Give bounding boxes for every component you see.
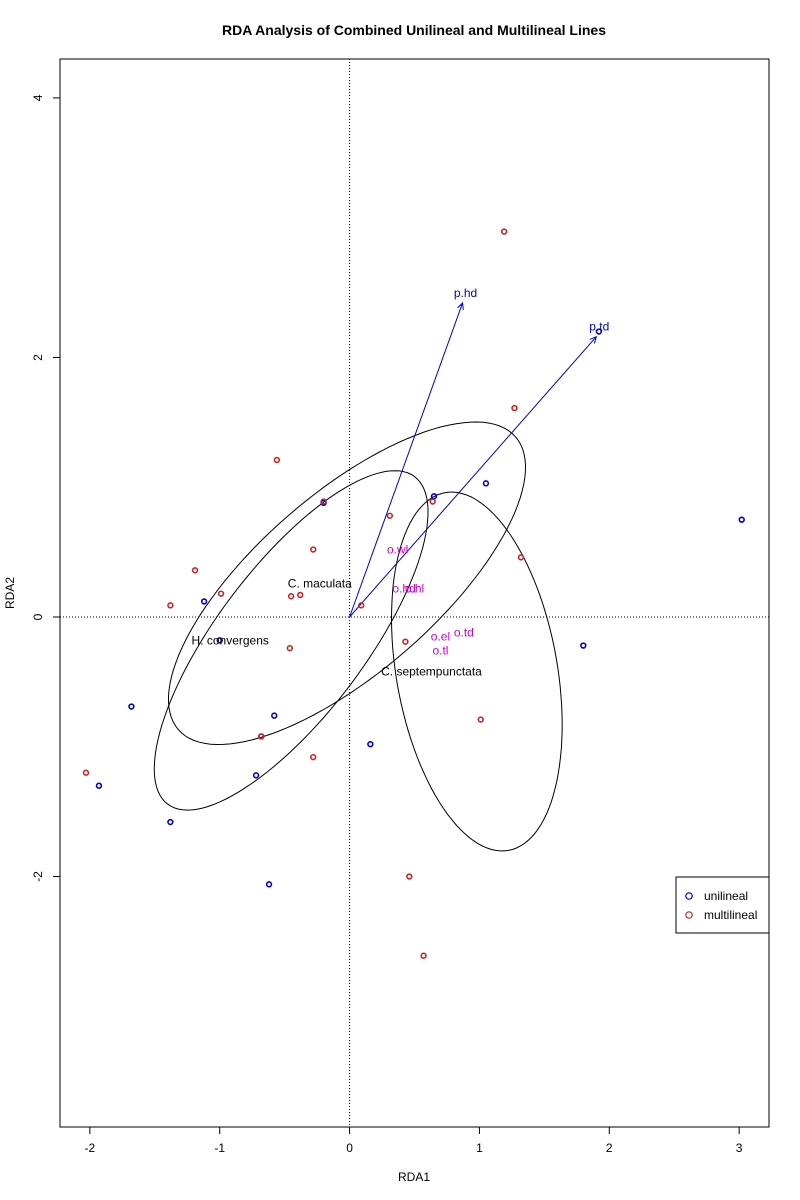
y-tick-label: -2	[31, 871, 45, 882]
unilineal-point	[367, 740, 374, 748]
group-ellipse	[153, 470, 429, 811]
multilineal-point	[217, 590, 225, 597]
group-labels: C. maculata H. convergens C. septempunctat…	[192, 576, 483, 678]
y-axis: -2 0 2 4	[31, 94, 61, 882]
x-tick-label: 2	[606, 1141, 613, 1155]
multilineal-point	[402, 638, 409, 645]
biplot-arrows: p.hd p.td	[349, 286, 609, 618]
biplot-arrow-line	[349, 302, 464, 618]
multilineal-point	[191, 567, 199, 574]
group-ellipse	[390, 491, 563, 852]
legend-marker-multilineal	[685, 911, 693, 919]
legend-label-unilineal: unilineal	[704, 889, 748, 903]
variable-score-label: o.hd	[392, 581, 415, 595]
biplot-arrow-label: p.td	[589, 320, 609, 334]
x-tick-label: 0	[346, 1141, 353, 1155]
y-tick-label: 0	[31, 613, 45, 620]
multilineal-point	[511, 404, 518, 412]
group-label: C. maculata	[288, 576, 352, 590]
multilineal-point	[320, 498, 327, 505]
chart-title: RDA Analysis of Combined Unilineal and M…	[222, 22, 606, 38]
multilineal-point	[297, 591, 304, 599]
multilineal-point	[310, 753, 317, 761]
unilineal-point	[200, 598, 208, 605]
multilineal-point	[477, 716, 484, 723]
unilineal-point	[595, 328, 603, 335]
variable-score-label: o.td	[454, 626, 474, 640]
y-tick-label: 2	[31, 354, 45, 361]
unilineal-point	[95, 782, 103, 789]
zero-reference-lines	[60, 59, 769, 1127]
multilineal-point	[167, 602, 174, 609]
unilineal-point	[482, 480, 490, 487]
multilineal-point	[310, 546, 317, 553]
multilineal-point	[500, 228, 508, 235]
multilineal-point	[258, 733, 265, 740]
legend-label-multilineal: multilineal	[704, 908, 757, 922]
y-axis-label: RDA2	[3, 577, 17, 609]
biplot-arrow-label: p.hd	[454, 286, 477, 300]
unilineal-point	[252, 772, 260, 779]
multilineal-point	[287, 593, 295, 600]
x-axis-label: RDA1	[398, 1170, 430, 1184]
variable-score-label: o.tl	[432, 644, 448, 658]
multilineal-point	[286, 644, 294, 652]
biplot-arrow-head	[457, 301, 464, 310]
unilineal-point	[216, 637, 223, 644]
variable-scores: o.wl o.hdo.hl o.el o.td o.tl	[387, 543, 474, 658]
x-tick-label: -2	[85, 1141, 96, 1155]
biplot-arrow-line	[349, 336, 597, 618]
multilineal-point	[82, 769, 90, 776]
legend: unilineal multilineal	[675, 876, 770, 934]
unilineal-point	[738, 516, 745, 523]
x-tick-label: -1	[214, 1141, 225, 1155]
unilineal-point	[580, 642, 587, 649]
unilineal-point	[265, 881, 273, 888]
multilineal-point	[429, 498, 436, 505]
y-tick-label: 4	[31, 94, 45, 101]
legend-marker-unilineal	[685, 892, 693, 900]
site-points	[82, 228, 745, 959]
group-label: C. septempunctata	[381, 665, 482, 679]
unilineal-point	[167, 818, 174, 826]
unilineal-point	[271, 712, 278, 719]
x-tick-label: 1	[476, 1141, 483, 1155]
multilineal-point	[273, 456, 281, 464]
multilineal-point	[358, 602, 365, 609]
group-ellipses	[153, 421, 563, 852]
x-axis: -2 -1 0 1 2 3	[85, 1126, 743, 1155]
group-ellipse	[168, 421, 527, 746]
multilineal-point	[517, 554, 525, 561]
group-label: H. convergens	[192, 633, 269, 647]
multilineal-point	[406, 873, 413, 880]
variable-score-label: o.wl	[387, 543, 408, 557]
multilineal-point	[386, 512, 394, 519]
legend-box	[675, 876, 770, 934]
multilineal-point	[420, 952, 427, 959]
x-tick-label: 3	[736, 1141, 743, 1155]
variable-score-label: o.el	[431, 629, 450, 643]
unilineal-point	[128, 703, 135, 710]
biplot-arrow-head	[589, 335, 598, 344]
variable-score-label: o.hl	[405, 581, 424, 595]
